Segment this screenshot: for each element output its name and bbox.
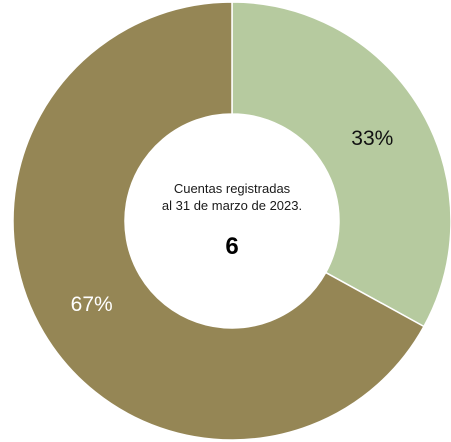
center-caption-line-1: Cuentas registradas <box>174 181 291 196</box>
slice-label-1: 33% <box>351 127 393 150</box>
donut-slices <box>12 1 451 441</box>
donut-slice-1 <box>231 1 451 328</box>
donut-slice-2 <box>12 1 425 441</box>
slice-label-2: 67% <box>71 293 113 316</box>
center-caption-line-2: al 31 de marzo de 2023. <box>162 198 302 213</box>
center-total-value: 6 <box>225 233 238 260</box>
slice-labels: 33% 67% <box>71 127 394 316</box>
